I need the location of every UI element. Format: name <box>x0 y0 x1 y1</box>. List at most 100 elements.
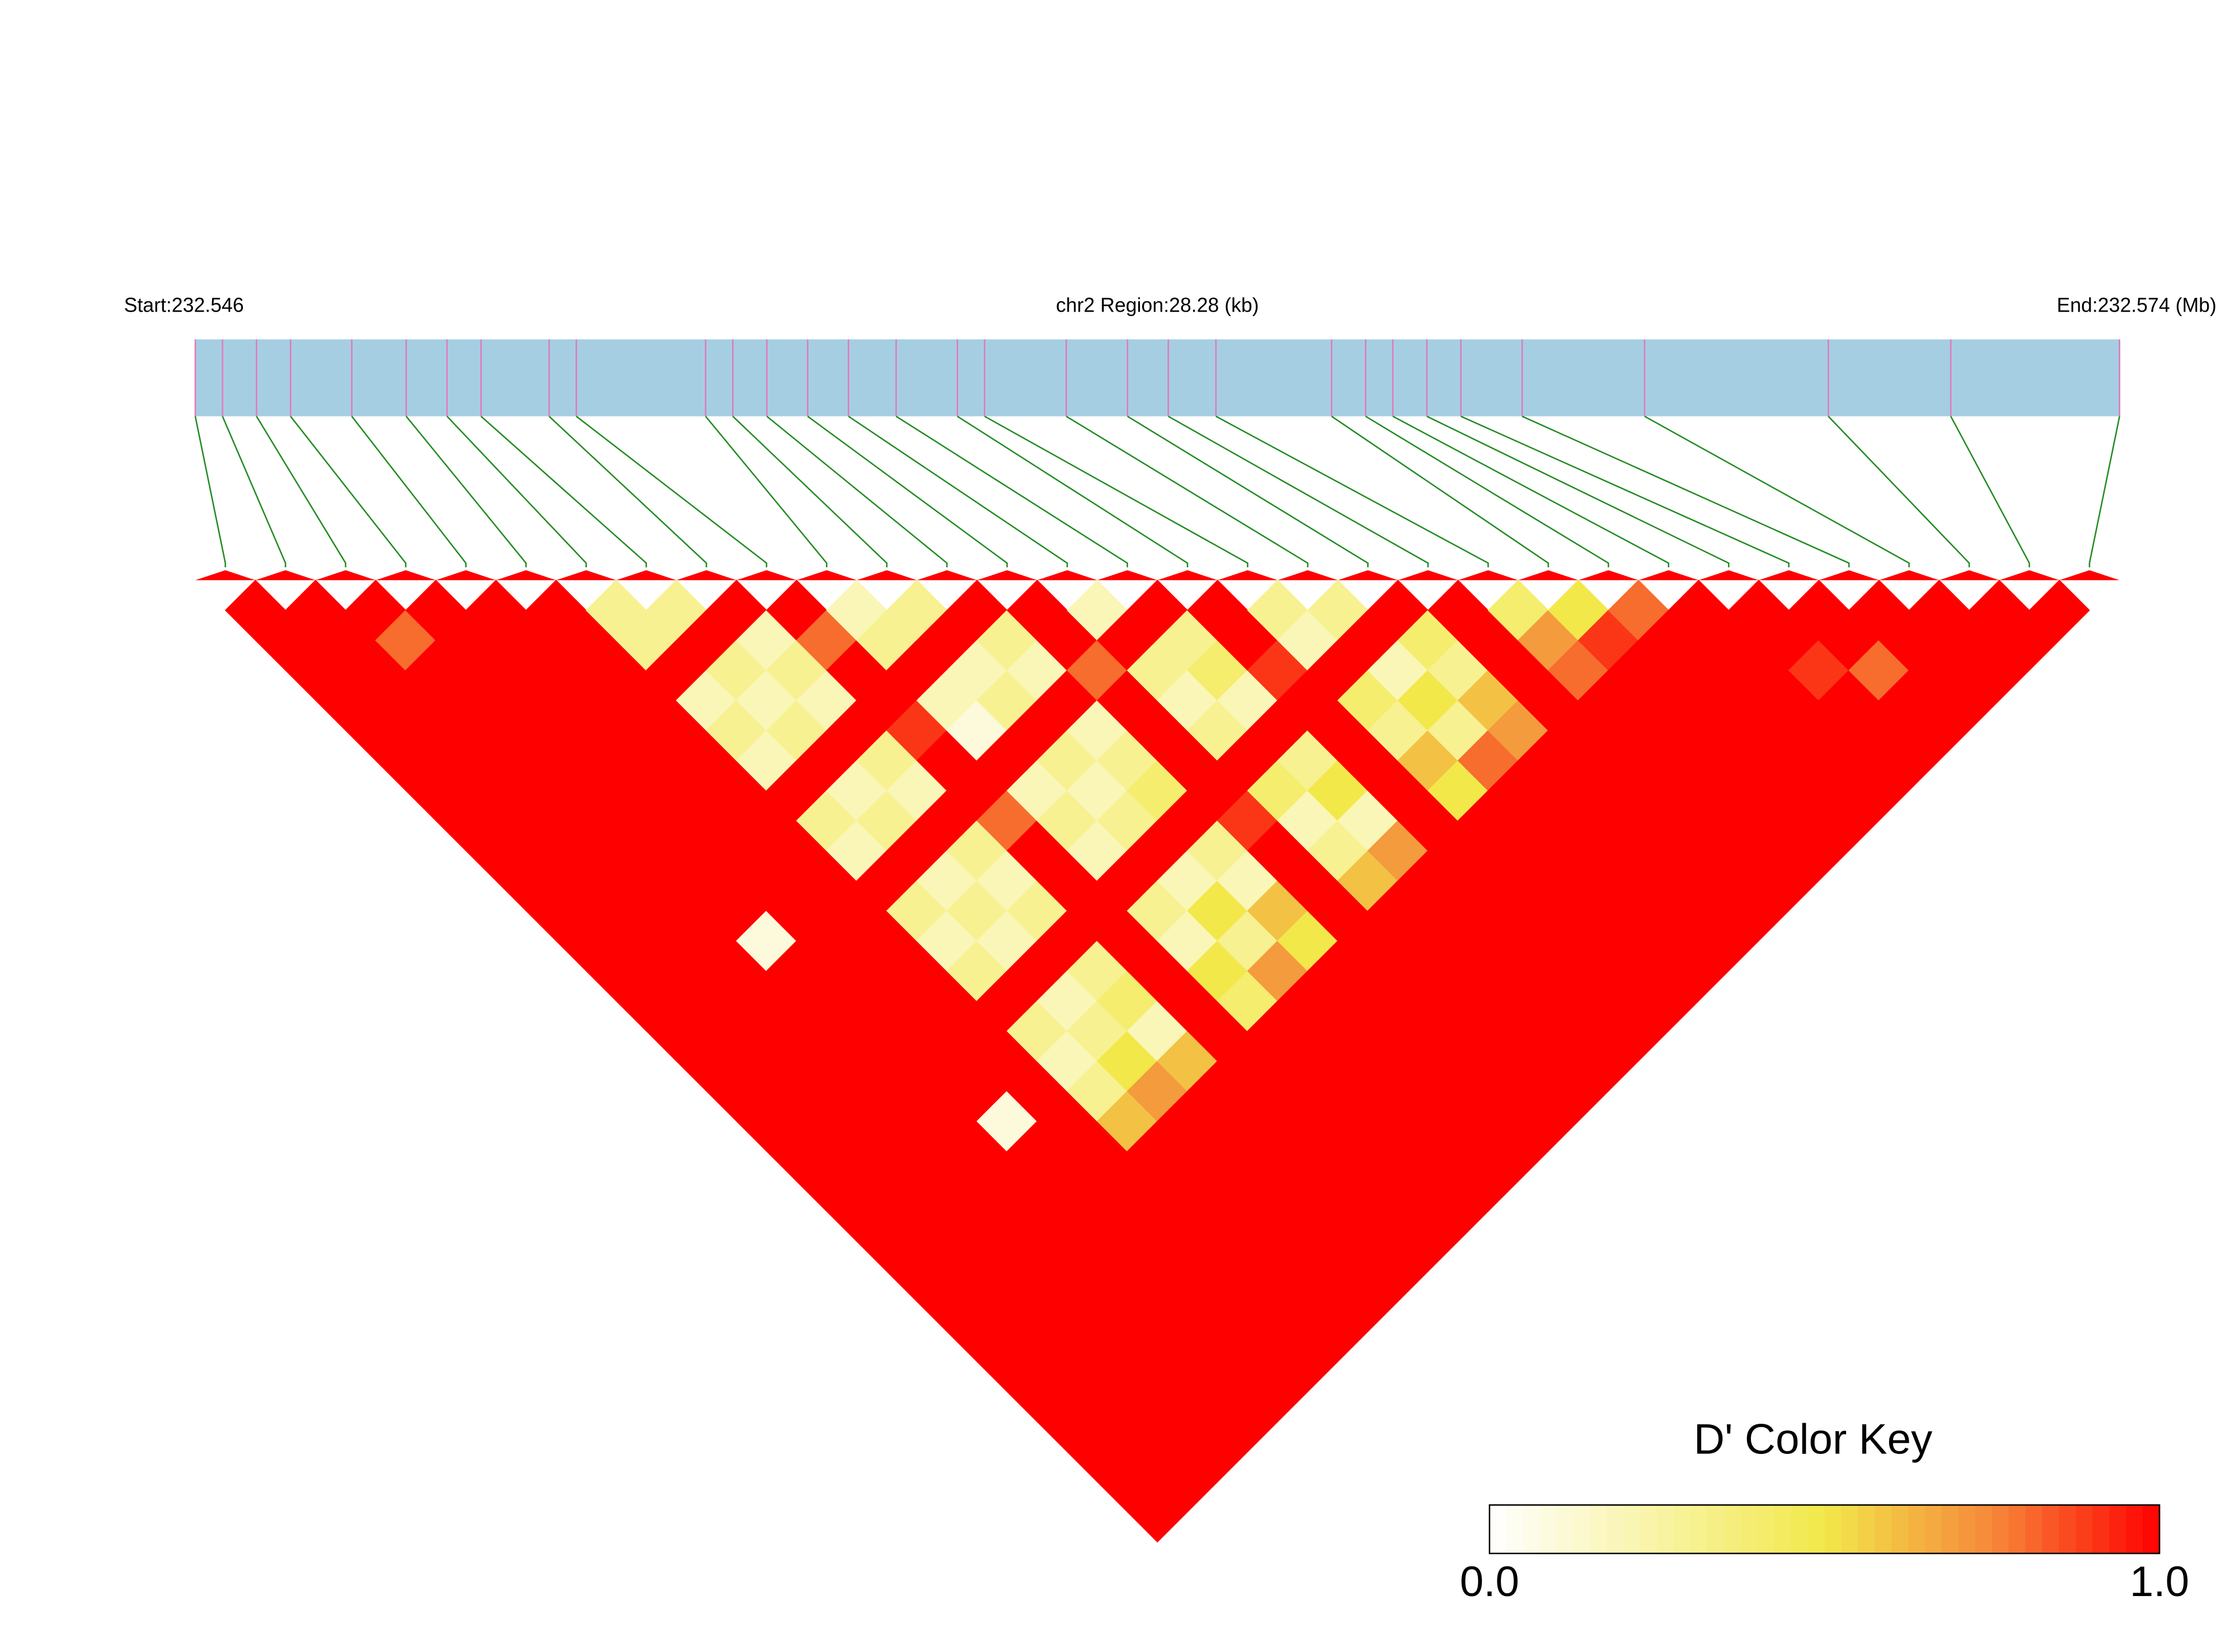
snp-marker <box>1278 570 1338 581</box>
key-swatch <box>2025 1505 2043 1554</box>
snp-link <box>807 416 1008 568</box>
snp-link <box>1392 416 1670 568</box>
snp-marker <box>1097 570 1158 581</box>
snp-link <box>1331 416 1550 568</box>
key-swatch <box>2008 1505 2026 1554</box>
key-swatch <box>1824 1505 1842 1554</box>
snp-marker <box>1518 570 1579 581</box>
snp-link <box>766 416 948 568</box>
key-swatch <box>1489 1505 1508 1554</box>
snp-link <box>548 416 707 568</box>
region-bar <box>195 339 2120 417</box>
key-swatch <box>1539 1505 1557 1554</box>
key-swatch <box>1958 1505 1976 1554</box>
key-border <box>1489 1504 2161 1555</box>
snp-link <box>405 416 527 568</box>
key-swatch <box>1841 1505 1859 1554</box>
snp-marker <box>1217 570 1278 581</box>
snp-link <box>222 416 287 568</box>
snp-link <box>848 416 1068 568</box>
snp-marker <box>1939 570 1999 581</box>
snp-link <box>480 416 647 568</box>
region-label: chr2 Region:28.28 (kb) <box>1056 294 1259 316</box>
key-swatch <box>2143 1505 2161 1554</box>
snp-marker <box>375 570 436 581</box>
snp-link <box>1828 416 1970 568</box>
key-swatch <box>1875 1505 1893 1554</box>
snp-marker <box>736 570 797 581</box>
key-swatch <box>2109 1505 2127 1554</box>
snp-marker <box>435 570 496 581</box>
snp-link <box>1522 416 1850 568</box>
key-swatch <box>1807 1505 1825 1554</box>
snp-link <box>576 416 768 568</box>
key-swatch <box>2076 1505 2093 1554</box>
snp-link <box>984 416 1248 568</box>
snp-marker <box>1999 570 2060 581</box>
snp-link <box>194 416 226 568</box>
key-swatch <box>1908 1505 1926 1554</box>
snp-marker <box>1458 570 1519 581</box>
snp-marker <box>255 570 316 581</box>
snp-link <box>705 416 828 568</box>
key-swatch <box>1573 1505 1591 1554</box>
snp-link <box>1065 416 1309 568</box>
key-swatch <box>1941 1505 1960 1554</box>
snp-marker <box>1698 570 1759 581</box>
snp-link <box>732 416 888 568</box>
key-swatch <box>1975 1505 1993 1554</box>
snp-marker <box>976 570 1037 581</box>
snp-marker <box>1638 570 1699 581</box>
snp-link <box>351 416 467 568</box>
key-swatch <box>2042 1505 2060 1554</box>
key-swatch <box>1657 1505 1675 1554</box>
key-swatch <box>1506 1505 1524 1554</box>
snp-link <box>1127 416 1369 568</box>
snp-marker <box>2059 570 2120 581</box>
key-swatch <box>1623 1505 1641 1554</box>
key-swatch <box>1858 1505 1876 1554</box>
key-swatch <box>1992 1505 2009 1554</box>
key-swatch <box>1707 1505 1725 1554</box>
snp-marker <box>616 570 677 581</box>
snp-link <box>1365 416 1609 568</box>
snp-marker <box>1758 570 1819 581</box>
key-swatch <box>2059 1505 2077 1554</box>
key-title: D' Color Key <box>1694 1415 1933 1463</box>
key-swatch <box>1724 1505 1742 1554</box>
snp-marker <box>676 570 737 581</box>
key-swatch <box>1640 1505 1658 1554</box>
snp-marker <box>315 570 376 581</box>
snp-link <box>1168 416 1429 568</box>
key-tick-label: 0.0 <box>1460 1558 1519 1606</box>
key-swatch <box>1740 1505 1758 1554</box>
snp-marker <box>857 570 917 581</box>
snp-link <box>895 416 1128 568</box>
key-swatch <box>1523 1505 1541 1554</box>
snp-marker <box>1337 570 1398 581</box>
snp-link <box>290 416 407 568</box>
snp-link <box>1215 416 1489 568</box>
snp-link <box>2088 416 2120 568</box>
snp-link <box>1950 416 2030 568</box>
key-swatch <box>2126 1505 2144 1554</box>
snp-marker <box>917 570 977 581</box>
snp-marker <box>1578 570 1638 581</box>
snp-link <box>446 416 587 568</box>
key-swatch <box>1607 1505 1624 1554</box>
key-swatch <box>1556 1505 1574 1554</box>
key-swatch <box>1690 1505 1708 1554</box>
snp-marker <box>195 570 256 581</box>
snp-marker <box>1879 570 1940 581</box>
snp-marker <box>556 570 617 581</box>
snp-link <box>1461 416 1790 568</box>
key-swatch <box>1757 1505 1775 1554</box>
key-swatch <box>1774 1505 1792 1554</box>
snp-marker <box>1819 570 1879 581</box>
snp-link <box>1644 416 1910 568</box>
key-swatch <box>1791 1505 1809 1554</box>
key-tick-label: 1.0 <box>2130 1558 2189 1606</box>
key-swatch <box>1891 1505 1909 1554</box>
